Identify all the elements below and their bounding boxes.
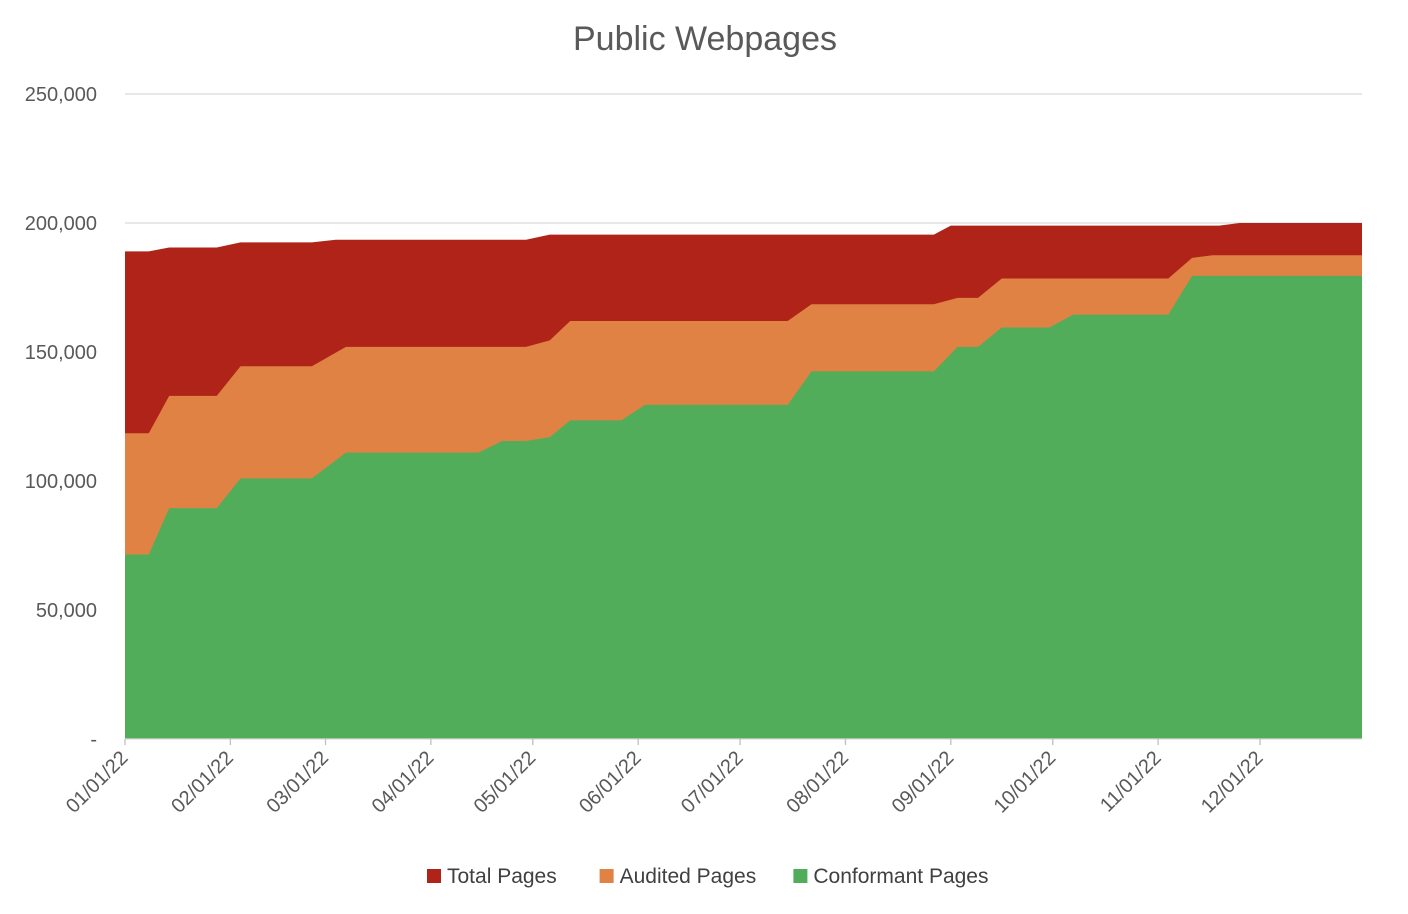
chart-title: Public Webpages (573, 20, 837, 58)
y-tick-label: 200,000 (25, 213, 97, 235)
y-tick-label: 50,000 (36, 600, 97, 622)
y-tick-label: 250,000 (25, 84, 97, 106)
legend-label: Conformant Pages (813, 865, 988, 888)
y-tick-label: 100,000 (25, 471, 97, 493)
legend-item-total-pages: Total Pages (427, 865, 557, 888)
legend: Total Pages Audited Pages Conformant Pages (427, 865, 989, 888)
y-axis-tick-labels: - 50,000 100,000 150,000 200,000 250,000 (25, 84, 97, 751)
y-tick-label: - (90, 729, 97, 751)
series-areas (125, 223, 1362, 739)
legend-swatch (599, 869, 614, 883)
legend-label: Audited Pages (620, 865, 757, 888)
area-conformant-pages (125, 275, 1362, 739)
legend-label: Total Pages (447, 865, 557, 888)
legend-swatch (427, 869, 441, 883)
y-tick-label: 150,000 (25, 342, 97, 364)
x-axis (124, 738, 1362, 745)
legend-item-audited-pages: Audited Pages (599, 865, 757, 888)
legend-swatch (793, 869, 808, 883)
legend-item-conformant-pages: Conformant Pages (793, 865, 989, 888)
